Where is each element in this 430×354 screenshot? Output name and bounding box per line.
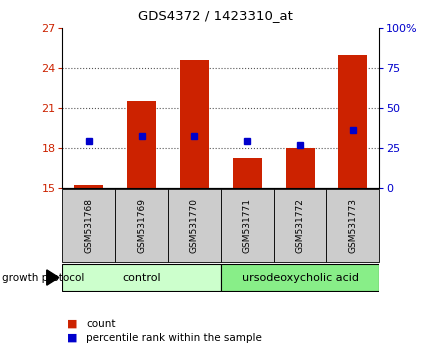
Text: count: count: [86, 319, 115, 329]
Bar: [168, 189, 220, 262]
Text: GSM531769: GSM531769: [137, 198, 146, 253]
Bar: [115, 189, 168, 262]
Bar: [62, 264, 221, 291]
Bar: [180, 60, 209, 188]
Text: GSM531771: GSM531771: [242, 198, 251, 253]
Text: ursodeoxycholic acid: ursodeoxycholic acid: [241, 273, 358, 282]
Bar: [220, 189, 273, 262]
Text: growth protocol: growth protocol: [2, 273, 84, 282]
Bar: [273, 189, 326, 262]
Bar: [232, 159, 261, 188]
Bar: [220, 264, 378, 291]
Bar: [62, 189, 115, 262]
Bar: [74, 185, 103, 188]
Text: control: control: [122, 273, 161, 282]
Text: ■: ■: [67, 333, 77, 343]
Text: GSM531770: GSM531770: [190, 198, 199, 253]
Bar: [338, 55, 366, 188]
Text: GSM531773: GSM531773: [347, 198, 356, 253]
Text: percentile rank within the sample: percentile rank within the sample: [86, 333, 261, 343]
Bar: [326, 189, 378, 262]
Text: GSM531772: GSM531772: [295, 198, 304, 253]
Text: GDS4372 / 1423310_at: GDS4372 / 1423310_at: [138, 9, 292, 22]
Text: ■: ■: [67, 319, 77, 329]
Bar: [127, 101, 156, 188]
Text: GSM531768: GSM531768: [84, 198, 93, 253]
Bar: [285, 148, 314, 188]
Polygon shape: [46, 270, 58, 285]
